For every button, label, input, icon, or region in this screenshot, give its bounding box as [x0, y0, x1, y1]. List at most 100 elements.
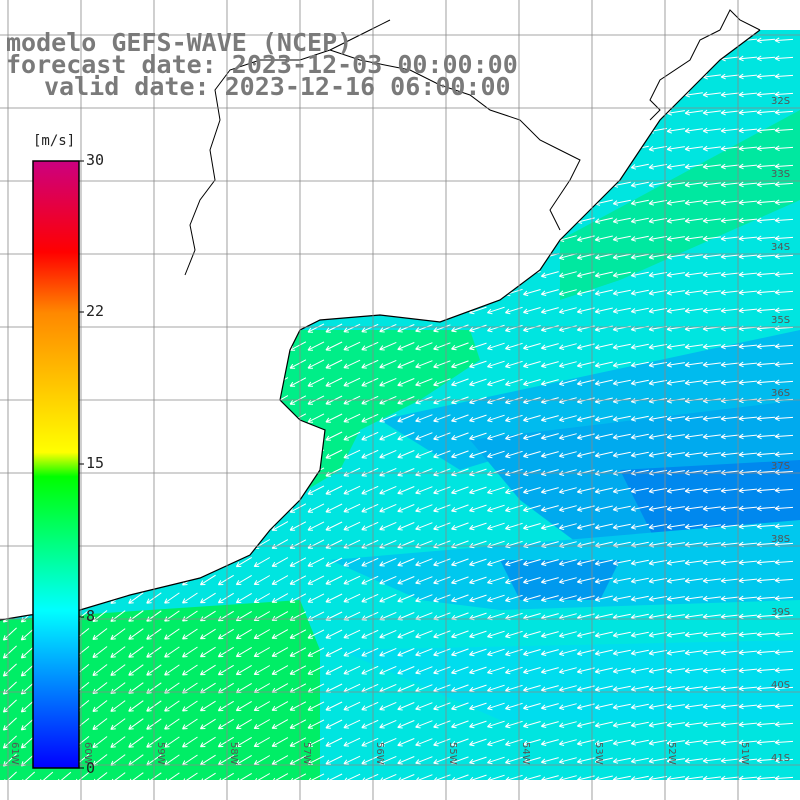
- wind-arrow: [235, 556, 252, 568]
- wind-arrow: [630, 289, 649, 296]
- wind-arrow: [594, 433, 613, 440]
- wind-arrow: [289, 557, 307, 567]
- wind-arrow: [433, 450, 451, 459]
- wind-arrow: [325, 467, 343, 477]
- wind-arrow: [451, 648, 469, 657]
- wind-arrow: [612, 379, 631, 386]
- wind-arrow: [774, 523, 794, 530]
- wind-arrow: [738, 91, 758, 98]
- wind-arrow: [217, 736, 234, 748]
- wind-arrow: [217, 646, 234, 658]
- wind-arrow: [110, 628, 126, 640]
- wind-arrow: [271, 557, 289, 567]
- latitude-labels: 32S 33S 34S 35S 36S 37S 38S 39S 40S 41S: [771, 96, 790, 764]
- wind-arrow: [505, 342, 523, 351]
- wind-arrow: [648, 415, 667, 422]
- wind-arrow: [253, 647, 271, 657]
- wind-arrow: [594, 217, 613, 224]
- wind-arrow: [487, 774, 505, 780]
- wind-arrow: [217, 772, 234, 780]
- wind-arrow: [774, 379, 794, 386]
- wind-arrow: [774, 667, 794, 674]
- wind-arrow: [594, 361, 613, 368]
- wind-arrow: [235, 628, 252, 640]
- wind-arrow: [361, 413, 379, 423]
- wind-arrow: [648, 271, 667, 278]
- wind-arrow: [720, 253, 739, 260]
- wind-arrow: [594, 523, 613, 530]
- wind-arrow: [612, 289, 631, 296]
- wind-arrow: [666, 524, 685, 530]
- wind-arrow: [648, 217, 667, 224]
- wind-arrow: [343, 575, 361, 585]
- wind-arrow: [397, 468, 415, 477]
- wind-arrow: [756, 667, 776, 674]
- wind-arrow: [307, 323, 325, 333]
- wind-arrow: [558, 577, 577, 584]
- wind-arrow: [702, 703, 721, 710]
- wind-arrow: [343, 665, 361, 675]
- wind-arrow: [469, 756, 487, 765]
- wind-arrow: [756, 109, 776, 116]
- wind-arrow: [523, 487, 541, 495]
- wind-arrow: [397, 756, 415, 765]
- wind-arrow: [756, 289, 776, 296]
- wind-arrow: [469, 504, 487, 513]
- wind-arrow: [182, 736, 198, 748]
- wind-arrow: [756, 595, 776, 602]
- wind-arrow: [738, 685, 758, 692]
- wind-arrow: [630, 523, 649, 530]
- colorbar: [32, 160, 84, 769]
- wind-arrow: [110, 700, 126, 712]
- wind-arrow: [182, 718, 198, 730]
- wind-arrow: [523, 649, 541, 657]
- wind-arrow: [738, 271, 758, 278]
- wind-arrow: [505, 684, 523, 693]
- wind-arrow: [343, 719, 361, 729]
- wind-arrow: [648, 451, 667, 458]
- wind-arrow: [756, 271, 776, 278]
- wind-arrow: [666, 596, 685, 602]
- wind-arrow: [720, 667, 739, 674]
- wind-arrow: [451, 702, 469, 711]
- wind-arrow: [505, 306, 523, 315]
- wind-arrow: [720, 685, 739, 692]
- wind-arrow: [612, 235, 631, 242]
- wind-arrow: [397, 648, 415, 657]
- wind-arrow: [182, 664, 198, 676]
- wind-arrow: [738, 757, 758, 764]
- wind-arrow: [540, 415, 559, 422]
- wind-arrow: [505, 738, 523, 747]
- wind-arrow: [738, 523, 758, 530]
- wind-arrow: [433, 432, 451, 441]
- wind-arrow: [433, 324, 451, 333]
- wind-arrow: [379, 503, 397, 513]
- wind-arrow: [217, 718, 234, 730]
- wind-arrow: [379, 593, 397, 603]
- wind-arrow: [325, 521, 343, 531]
- wind-arrow: [361, 647, 379, 657]
- wind-arrow: [361, 341, 379, 351]
- wind-arrow: [307, 665, 325, 675]
- wind-arrow: [612, 649, 631, 656]
- wind-arrow: [738, 577, 758, 584]
- wind-arrow: [128, 628, 144, 640]
- wind-arrow: [630, 649, 649, 656]
- wind-arrow: [523, 307, 541, 315]
- wind-arrow: [720, 757, 739, 764]
- wind-arrow: [666, 200, 685, 206]
- wind-arrow: [702, 649, 721, 656]
- wind-arrow: [594, 703, 613, 710]
- wind-arrow: [415, 702, 433, 711]
- wind-arrow: [379, 629, 397, 639]
- wind-arrow: [648, 577, 667, 584]
- wind-arrow: [774, 595, 794, 602]
- wind-arrow: [451, 594, 469, 603]
- wind-arrow: [92, 700, 108, 712]
- wind-arrow: [774, 631, 794, 638]
- wind-arrow: [774, 775, 794, 780]
- wind-arrow: [307, 737, 325, 747]
- wind-arrow: [325, 593, 343, 603]
- wind-arrow: [540, 325, 559, 332]
